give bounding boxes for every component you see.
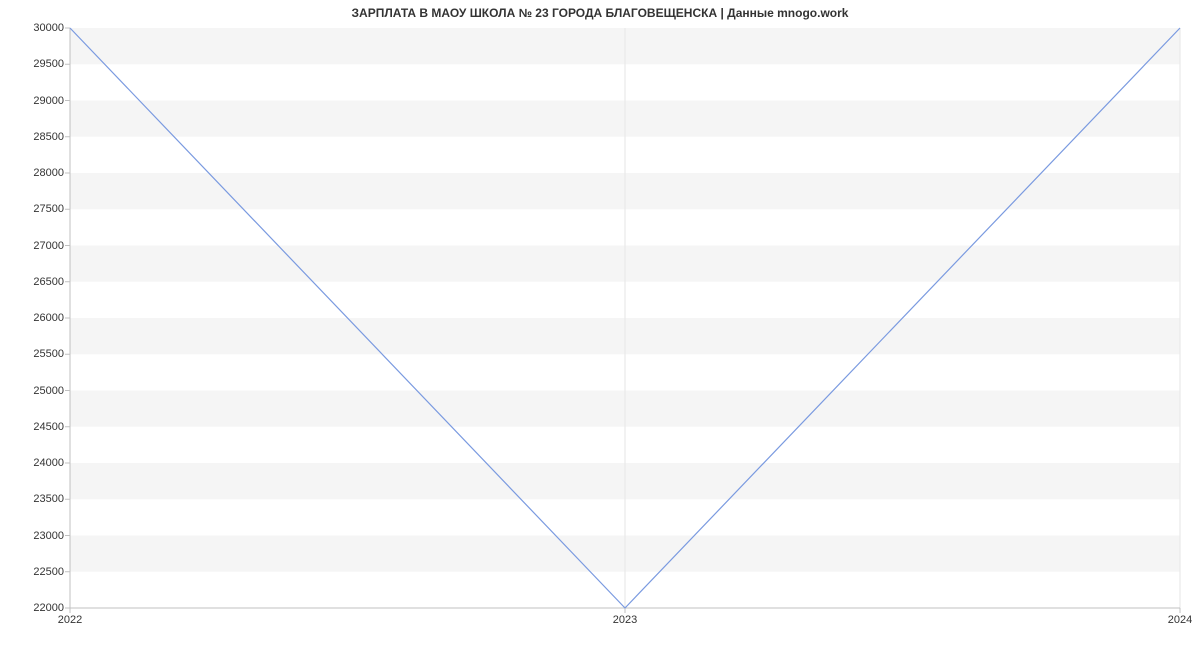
y-tick-label: 26500 [33,276,70,288]
y-tick-label: 30000 [33,22,70,34]
y-tick-label: 25500 [33,348,70,360]
x-tick-label: 2022 [58,608,82,626]
y-tick-label: 29000 [33,95,70,107]
y-tick-label: 24500 [33,421,70,433]
x-tick-label: 2023 [613,608,637,626]
y-tick-label: 22500 [33,566,70,578]
y-tick-label: 23500 [33,493,70,505]
y-tick-label: 29500 [33,58,70,70]
y-tick-label: 28000 [33,167,70,179]
salary-line-chart: ЗАРПЛАТА В МАОУ ШКОЛА № 23 ГОРОДА БЛАГОВ… [0,0,1200,650]
y-tick-label: 24000 [33,457,70,469]
y-tick-label: 28500 [33,131,70,143]
y-tick-label: 25000 [33,385,70,397]
plot-area: 2200022500230002350024000245002500025500… [70,28,1180,608]
y-tick-label: 26000 [33,312,70,324]
y-tick-label: 27500 [33,203,70,215]
x-tick-label: 2024 [1168,608,1192,626]
plot-svg [70,28,1180,608]
chart-title: ЗАРПЛАТА В МАОУ ШКОЛА № 23 ГОРОДА БЛАГОВ… [0,6,1200,20]
y-tick-label: 23000 [33,530,70,542]
y-tick-label: 27000 [33,240,70,252]
